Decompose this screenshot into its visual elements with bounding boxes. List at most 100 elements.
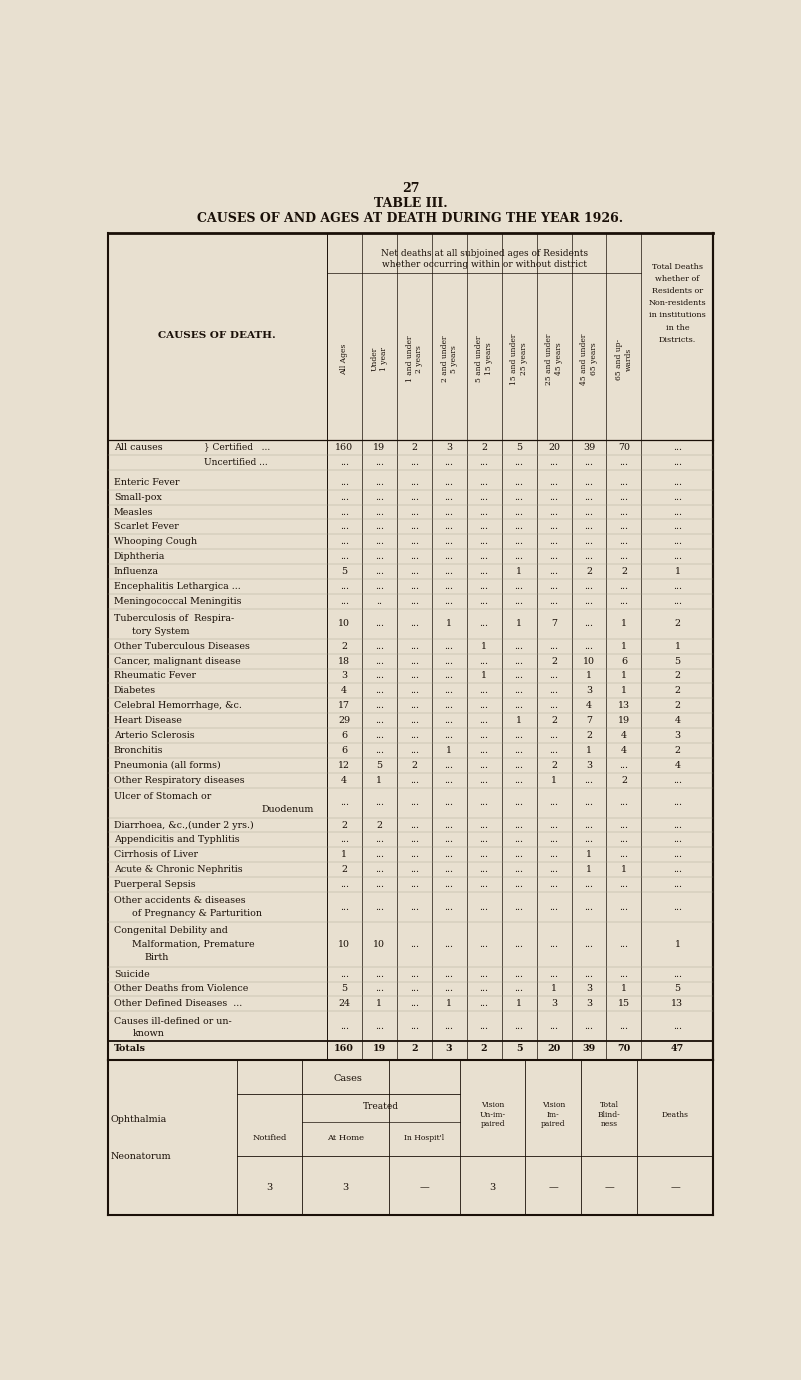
- Text: ...: ...: [480, 537, 489, 546]
- Text: At Home: At Home: [327, 1134, 364, 1141]
- Text: ...: ...: [480, 523, 489, 531]
- Text: ...: ...: [673, 523, 682, 531]
- Text: ...: ...: [445, 865, 453, 875]
- Text: ...: ...: [409, 567, 419, 577]
- Text: ...: ...: [480, 598, 489, 606]
- Text: ...: ...: [480, 984, 489, 994]
- Text: ...: ...: [445, 523, 453, 531]
- Text: 6: 6: [341, 731, 348, 740]
- Text: ...: ...: [619, 458, 629, 466]
- Text: ...: ...: [549, 508, 558, 516]
- Text: 1: 1: [621, 642, 627, 651]
- Text: 2: 2: [674, 747, 680, 755]
- Text: known: known: [132, 1029, 164, 1038]
- Text: Other accidents & diseases: Other accidents & diseases: [114, 896, 245, 905]
- Text: ...: ...: [375, 865, 384, 875]
- Text: Ulcer of Stomach or: Ulcer of Stomach or: [114, 792, 211, 800]
- Text: ...: ...: [480, 776, 489, 785]
- Text: 6: 6: [341, 747, 348, 755]
- Text: ...: ...: [673, 598, 682, 606]
- Text: 3: 3: [586, 686, 592, 696]
- Text: ...: ...: [619, 835, 629, 845]
- Text: Other Respiratory diseases: Other Respiratory diseases: [114, 776, 244, 785]
- Text: ...: ...: [549, 458, 558, 466]
- Text: ...: ...: [445, 760, 453, 770]
- Text: ...: ...: [445, 970, 453, 978]
- Text: All causes: All causes: [114, 443, 163, 451]
- Text: 5: 5: [674, 657, 681, 665]
- Text: ...: ...: [375, 880, 384, 889]
- Text: 2: 2: [586, 731, 592, 740]
- Text: ...: ...: [673, 798, 682, 807]
- Text: 2: 2: [551, 760, 557, 770]
- Text: 2 and under
5 years: 2 and under 5 years: [441, 335, 457, 382]
- Text: ...: ...: [585, 477, 594, 487]
- Text: ...: ...: [375, 642, 384, 651]
- Text: ...: ...: [619, 598, 629, 606]
- Text: 3: 3: [266, 1183, 272, 1192]
- Text: ...: ...: [375, 747, 384, 755]
- Text: ...: ...: [480, 731, 489, 740]
- Text: 3: 3: [674, 731, 681, 740]
- Text: ...: ...: [445, 477, 453, 487]
- Text: ...: ...: [480, 552, 489, 562]
- Text: ...: ...: [445, 686, 453, 696]
- Text: 4: 4: [674, 716, 680, 726]
- Text: ...: ...: [445, 798, 453, 807]
- Text: ...: ...: [585, 835, 594, 845]
- Text: ...: ...: [480, 940, 489, 949]
- Text: Congenital Debility and: Congenital Debility and: [114, 926, 227, 936]
- Text: ...: ...: [673, 537, 682, 546]
- Text: ...: ...: [549, 821, 558, 829]
- Text: Net deaths at all subjoined ages of Residents: Net deaths at all subjoined ages of Resi…: [380, 250, 588, 258]
- Text: ...: ...: [673, 880, 682, 889]
- Text: ...: ...: [585, 537, 594, 546]
- Text: 4: 4: [621, 747, 627, 755]
- Text: ...: ...: [409, 1021, 419, 1031]
- Text: ...: ...: [585, 821, 594, 829]
- Text: TABLE III.: TABLE III.: [374, 197, 447, 210]
- Text: 15 and under
25 years: 15 and under 25 years: [510, 334, 528, 385]
- Text: 2: 2: [411, 443, 417, 451]
- Text: 20: 20: [547, 1045, 561, 1053]
- Text: ...: ...: [409, 970, 419, 978]
- Text: 45 and under
65 years: 45 and under 65 years: [581, 334, 598, 385]
- Text: ...: ...: [480, 567, 489, 577]
- Text: 39: 39: [583, 443, 595, 451]
- Text: Vision
Un-im-
paired: Vision Un-im- paired: [480, 1101, 505, 1127]
- Text: Treated: Treated: [363, 1103, 399, 1111]
- Text: ...: ...: [375, 657, 384, 665]
- Text: in institutions: in institutions: [649, 312, 706, 319]
- Text: 1: 1: [674, 567, 680, 577]
- Text: ...: ...: [445, 1021, 453, 1031]
- Text: ...: ...: [549, 701, 558, 711]
- Text: ...: ...: [409, 598, 419, 606]
- Text: ...: ...: [445, 598, 453, 606]
- Text: ...: ...: [514, 552, 524, 562]
- Text: 1: 1: [516, 716, 522, 726]
- Text: ...: ...: [375, 523, 384, 531]
- Text: Pneumonia (all forms): Pneumonia (all forms): [114, 760, 220, 770]
- Text: ...: ...: [375, 458, 384, 466]
- Text: ...: ...: [514, 523, 524, 531]
- Text: ...: ...: [409, 620, 419, 628]
- Text: 2: 2: [411, 1045, 417, 1053]
- Text: 1: 1: [446, 747, 452, 755]
- Text: ...: ...: [445, 642, 453, 651]
- Text: 18: 18: [338, 657, 350, 665]
- Text: 3: 3: [586, 999, 592, 1009]
- Text: ...: ...: [445, 508, 453, 516]
- Text: ...: ...: [409, 701, 419, 711]
- Text: ...: ...: [673, 508, 682, 516]
- Text: ...: ...: [619, 760, 629, 770]
- Text: 47: 47: [670, 1045, 684, 1053]
- Text: ...: ...: [619, 523, 629, 531]
- Text: 5: 5: [516, 443, 522, 451]
- Text: ...: ...: [585, 970, 594, 978]
- Text: 4: 4: [674, 760, 680, 770]
- Text: ...: ...: [673, 493, 682, 502]
- Text: ...: ...: [409, 880, 419, 889]
- Text: Non-residents: Non-residents: [649, 299, 706, 308]
- Text: ...: ...: [673, 821, 682, 829]
- Text: ...: ...: [409, 984, 419, 994]
